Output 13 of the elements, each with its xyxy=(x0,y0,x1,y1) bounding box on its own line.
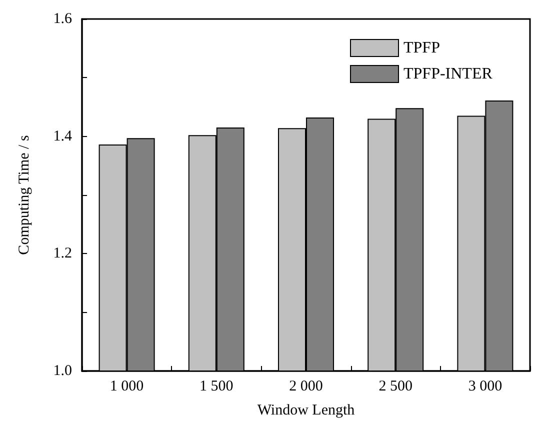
x-tick-label: 2 000 xyxy=(289,378,323,394)
y-tick-label: 1.6 xyxy=(53,11,72,27)
y-tick-label: 1.2 xyxy=(53,246,72,262)
x-axis-title: Window Length xyxy=(257,402,356,418)
y-tick-label: 1.0 xyxy=(53,363,72,379)
x-tick-label: 1 500 xyxy=(200,378,234,394)
legend-label: TPFP xyxy=(404,40,440,56)
y-tick-label: 1.4 xyxy=(53,128,72,144)
x-tick-label: 3 000 xyxy=(468,378,502,394)
legend-label: TPFP-INTER xyxy=(404,66,493,82)
y-axis-title: Computing Time / s xyxy=(16,135,32,255)
x-tick-label: 1 000 xyxy=(110,378,144,394)
x-tick-label: 2 500 xyxy=(378,378,412,394)
